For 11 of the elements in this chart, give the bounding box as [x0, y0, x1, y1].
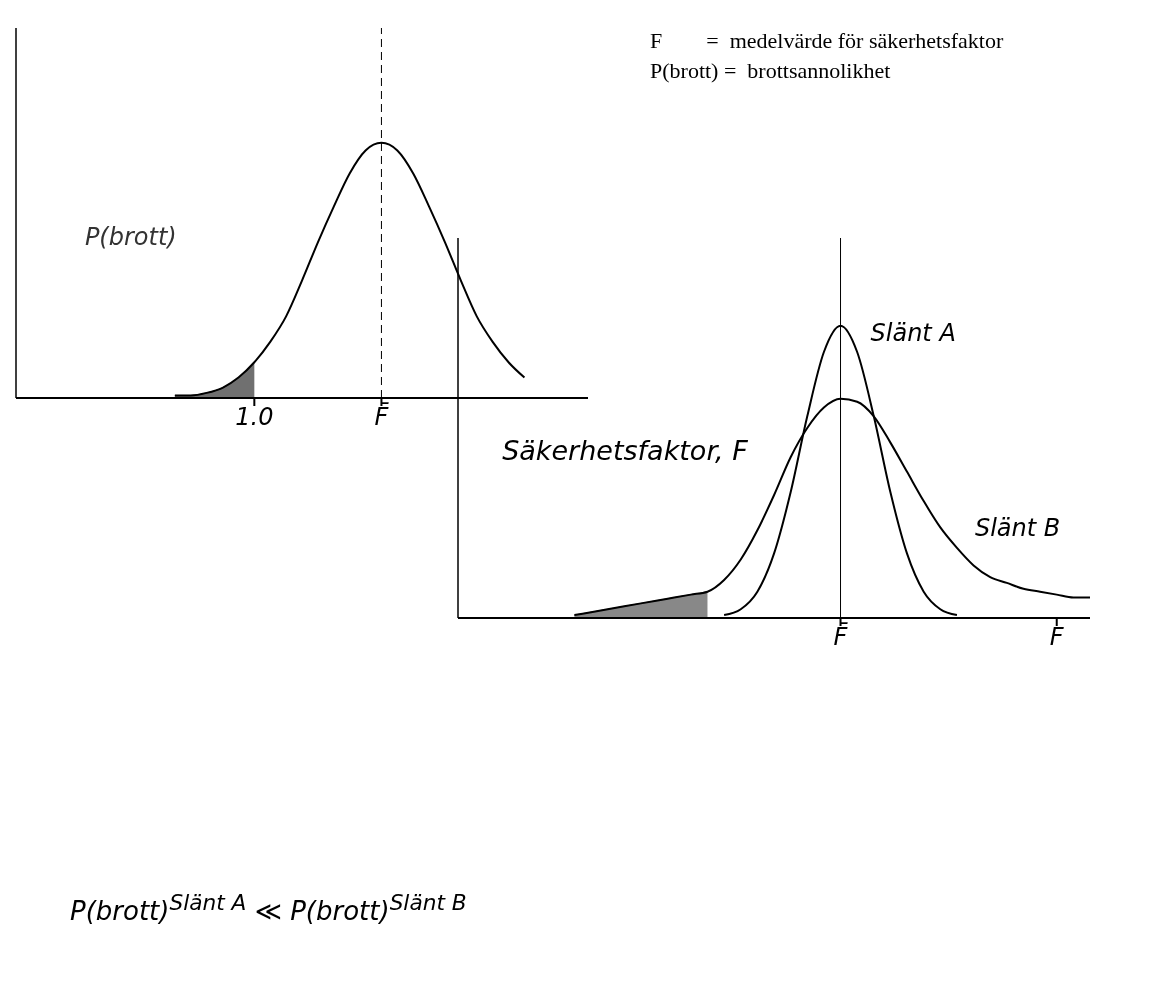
- series-label: Slänt B: [974, 513, 1061, 542]
- x-axis-title: Säkerhetsfaktor, F: [502, 435, 749, 466]
- x-tick-label: F: [1049, 623, 1065, 652]
- series-label: Slänt A: [870, 318, 956, 347]
- text: P(brott): [84, 223, 177, 252]
- x-tick-label: F̄: [374, 401, 390, 432]
- text: P(brott) = brottsannolikhet: [650, 58, 891, 84]
- text: P(brott)$^{Slänt A}$ ≪ P(brott)$^{Slänt B}$: [70, 890, 467, 926]
- x-tick-label: F̄: [833, 621, 849, 652]
- text: F = medelvärde för säkerhetsfaktor: [650, 28, 1004, 54]
- x-tick-label: 1.0: [235, 403, 274, 432]
